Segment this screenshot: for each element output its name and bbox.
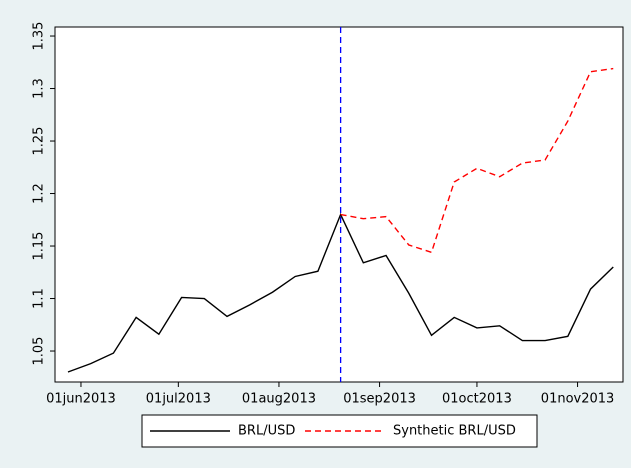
y-tick-label: 1.25: [32, 127, 47, 156]
y-tick-label: 1.35: [32, 22, 47, 51]
x-tick-label: 01jun2013: [46, 392, 116, 407]
x-tick-label: 01sep2013: [343, 392, 416, 407]
y-tick-label: 1.05: [32, 337, 47, 366]
y-tick-label: 1.3: [32, 78, 47, 99]
plot-area: [54, 26, 624, 383]
x-tick-label: 01aug2013: [242, 392, 316, 407]
series-line: [340, 67, 614, 254]
x-tick-label: 01nov2013: [541, 392, 615, 407]
legend-label: Synthetic BRL/USD: [393, 424, 516, 439]
x-tick-label: 01oct2013: [442, 392, 512, 407]
y-tick-label: 1.15: [32, 232, 47, 261]
y-tick-label: 1.2: [32, 183, 47, 204]
legend-label: BRL/USD: [238, 424, 295, 439]
x-tick-label: 01jul2013: [146, 392, 211, 407]
y-tick-label: 1.1: [32, 288, 47, 309]
